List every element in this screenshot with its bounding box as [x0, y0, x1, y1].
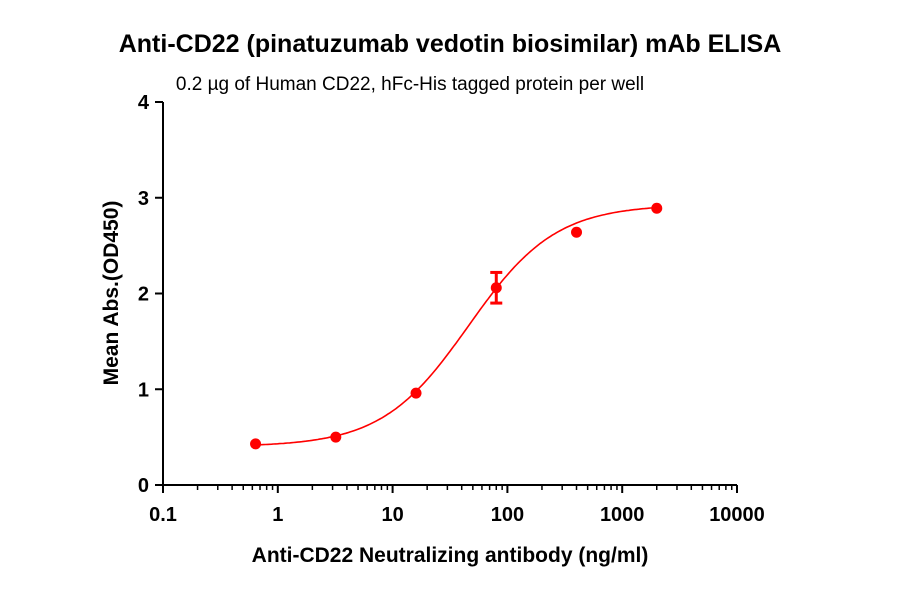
- chart-subtitle: 0.2 µg of Human CD22, hFc-His tagged pro…: [176, 74, 644, 95]
- data-point: [571, 226, 583, 238]
- y-tick-label: 2: [138, 284, 149, 306]
- x-axis-label: Anti-CD22 Neutralizing antibody (ng/ml): [252, 544, 649, 567]
- x-tick-label: 100: [491, 504, 524, 526]
- y-tick-label: 0: [138, 475, 149, 497]
- x-tick-label: 10000: [709, 504, 765, 526]
- x-tick-label: 1: [272, 504, 283, 526]
- data-point: [250, 438, 262, 450]
- y-tick-label: 4: [138, 92, 150, 114]
- y-axis-label: Mean Abs.(OD450): [100, 201, 123, 386]
- fit-curve: [255, 206, 657, 446]
- data-point: [651, 202, 663, 214]
- x-tick-label: 0.1: [149, 504, 177, 526]
- x-tick-label: 10: [381, 504, 403, 526]
- x-tick-label: 1000: [600, 504, 645, 526]
- data-point: [410, 387, 422, 399]
- data-point: [330, 431, 342, 443]
- chart-title: Anti-CD22 (pinatuzumab vedotin biosimila…: [119, 30, 782, 58]
- data-point: [490, 282, 502, 294]
- y-tick-label: 3: [138, 188, 149, 210]
- y-tick-label: 1: [138, 379, 149, 401]
